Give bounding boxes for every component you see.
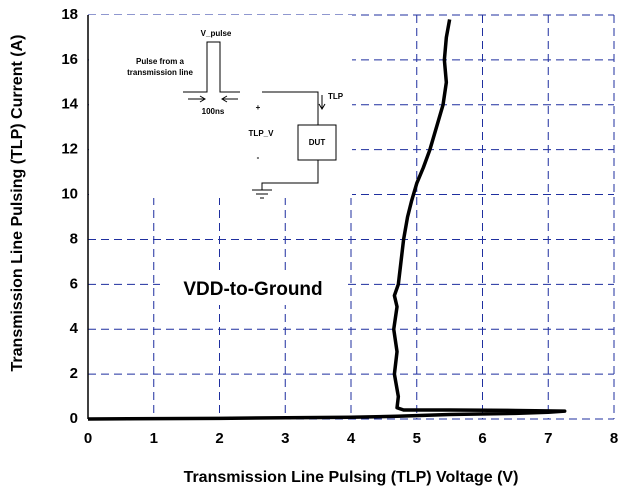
data-line (87, 19, 567, 421)
x-tick-label: 5 (413, 430, 421, 447)
y-tick-label: 12 (61, 141, 78, 158)
x-tick-label: 8 (610, 430, 618, 447)
x-tick-label: 2 (215, 430, 223, 447)
x-axis-label: Transmission Line Pulsing (TLP) Voltage … (184, 469, 519, 486)
inset-text: 100ns (202, 107, 225, 116)
y-tick-label: 2 (70, 365, 78, 382)
x-tick-label: 4 (347, 430, 356, 447)
pulse-shape (183, 41, 240, 93)
inset-text: + (256, 103, 261, 112)
x-tick-label: 7 (544, 430, 552, 447)
annotation-background (160, 275, 346, 305)
x-tick-label: 1 (150, 430, 158, 447)
y-axis-label: Transmission Line Pulsing (TLP) Current … (9, 35, 26, 372)
inset-text: V_pulse (201, 29, 232, 38)
x-tick-label: 6 (478, 430, 486, 447)
y-tick-label: 0 (70, 410, 78, 427)
inset-text: TLP_V (249, 129, 275, 138)
y-tick-label: 4 (70, 320, 79, 337)
inset-text: DUT (309, 138, 326, 147)
current-arrow (318, 95, 326, 110)
y-tick-label: 18 (61, 6, 78, 23)
inset: V_pulse Pulse from a transmission line 1… (89, 15, 352, 199)
circuit-wires (252, 91, 319, 199)
dut-box (297, 124, 337, 161)
inset-text: transmission line (127, 68, 193, 77)
x-tick-label: 3 (281, 430, 289, 447)
plot-area (87, 19, 567, 421)
y-tick-label: 16 (61, 51, 78, 68)
y-tick-label: 8 (70, 230, 78, 247)
y-tick-label: 14 (61, 96, 78, 113)
annotation: VDD-to-Ground (183, 279, 322, 300)
inset-text: - (257, 153, 260, 162)
width-arrows (188, 95, 238, 103)
y-tick-label: 10 (61, 186, 78, 203)
inset-text: Pulse from a (136, 57, 185, 66)
y-tick-label: 6 (70, 275, 78, 292)
inset-text: TLP (328, 92, 344, 101)
x-tick-label: 0 (84, 430, 92, 447)
